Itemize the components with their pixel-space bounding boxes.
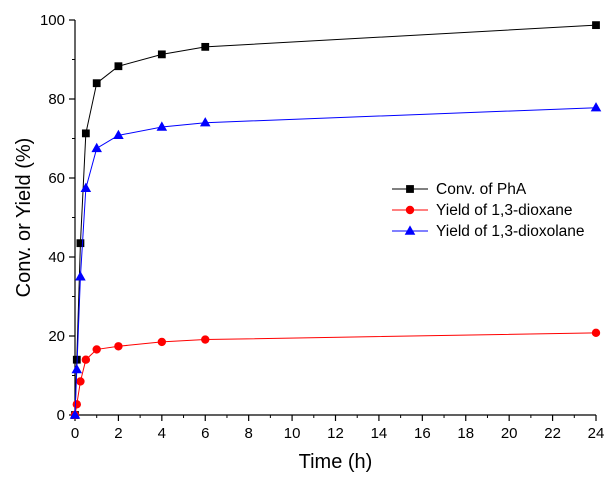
legend-marker [404,225,416,235]
data-point [201,42,210,51]
data-point [114,62,123,71]
series-line [74,24,597,416]
y-tick-label: 40 [48,249,65,266]
x-tick-label: 4 [158,425,166,442]
series-2 [70,328,601,420]
legend-item: Yield of 1,3-dioxane [392,202,572,219]
x-tick-label: 6 [201,425,209,442]
x-tick-label: 12 [327,425,344,442]
data-point [592,21,600,30]
x-tick-label: 24 [588,425,605,442]
series-layer [69,21,602,420]
data-point [92,79,101,88]
x-tick-label: 16 [414,425,431,442]
y-tick-label: 20 [48,328,65,345]
data-point [80,182,92,192]
x-tick-label: 10 [284,425,301,442]
x-tick-label: 2 [114,425,122,442]
x-tick-label: 14 [371,425,388,442]
data-point [92,345,101,354]
legend-label: Yield of 1,3-dioxane [436,202,572,219]
data-point [590,102,602,112]
x-tick-label: 0 [71,425,79,442]
y-tick-label: 80 [48,91,65,108]
data-point [591,328,601,338]
series-line [74,332,597,416]
series-3 [69,102,602,419]
data-point [72,400,82,409]
legend-item: Yield of 1,3-dioxolane [392,223,585,240]
x-tick-label: 22 [544,425,561,442]
data-point [199,117,211,127]
y-tick-label: 100 [40,12,65,29]
x-tick-label: 18 [457,425,474,442]
y-tick-label: 0 [57,407,65,424]
legend-label: Conv. of PhA [436,181,527,198]
data-point [156,121,168,131]
data-point [201,335,210,344]
data-point [71,363,83,374]
data-point [114,342,123,351]
data-point [91,142,102,153]
series-line [74,107,597,416]
legend-marker [406,185,414,193]
legend: Conv. of PhA Yield of 1,3-dioxane Yield of… [392,181,585,240]
data-point [76,377,85,386]
legend-marker [405,205,415,215]
y-tick-label: 60 [48,170,65,187]
data-point [81,355,91,364]
data-point [157,50,166,59]
series-1 [71,21,600,419]
data-point [81,129,90,138]
data-point [113,129,124,140]
x-ticks: 0 2 4 6 8 10 12 14 16 18 20 22 24 [71,415,605,442]
legend-item: Conv. of PhA [392,181,527,198]
x-tick-label: 8 [244,425,252,442]
data-point [76,239,85,248]
y-ticks: 0 20 40 60 80 100 [40,12,75,424]
data-point [75,271,86,281]
legend-label: Yield of 1,3-dioxolane [436,223,585,240]
x-tick-label: 20 [501,425,518,442]
y-axis-title: Conv. or Yield (%) [13,138,35,298]
data-point [157,337,167,347]
data-point [69,409,81,419]
x-axis-title: Time (h) [299,451,373,473]
